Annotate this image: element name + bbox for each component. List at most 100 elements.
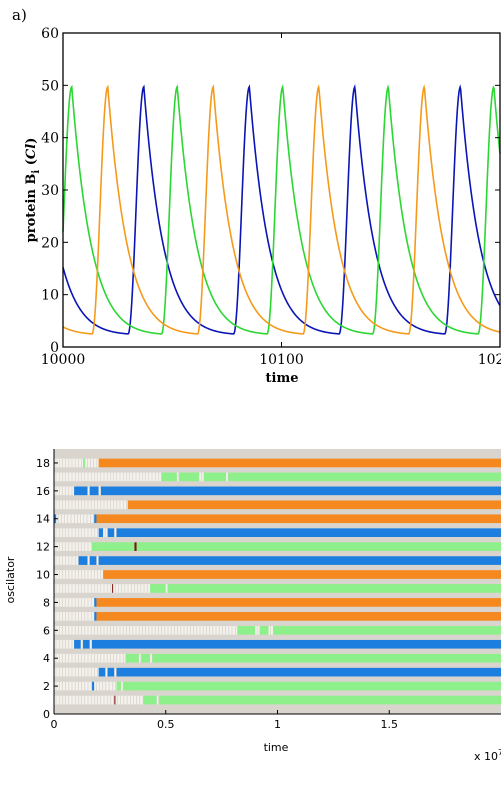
state-segment-green [237,625,256,635]
line-series-2 [62,83,501,335]
y-label-unit-close: ) [24,138,39,144]
oscillator-row-14 [54,514,501,524]
state-segment-undetermined [54,556,79,565]
state-segment-undetermined [54,639,75,649]
state-segment-orange [127,500,501,510]
state-segment-blue [100,486,501,496]
oscillator-row-10 [54,570,501,579]
x-tick-label: 10100 [259,352,304,368]
state-segment-undetermined [87,486,90,496]
state-segment-undetermined [54,500,128,510]
line-series-3 [62,83,501,335]
state-segment-blue [98,556,501,565]
state-segment-blue [91,639,501,649]
y-tick-label: 18 [36,457,50,470]
y-tick-label: 16 [36,485,50,498]
state-segment-green [83,458,86,468]
x-tick-label: 10200 [478,352,501,368]
oscillator-row-6 [54,625,501,635]
oscillator-row-12 [54,542,501,551]
x-multiplier-base: x 10 [474,750,498,763]
state-segment-undetermined [54,486,75,496]
state-segment-orange [96,612,501,621]
heatmap-rows [54,458,501,705]
state-segment-green [161,472,177,482]
y-tick-label: 50 [41,78,59,94]
line-series-1 [62,83,501,335]
y-tick-label: 12 [36,541,50,554]
state-segment-undetermined [89,639,92,649]
state-segment-blue [94,612,97,621]
y-tick-label: 10 [41,288,59,304]
state-segment-green [150,584,166,593]
state-segment-green [273,625,501,635]
y-tick-label: 10 [36,569,50,582]
state-segment-green [159,695,501,705]
state-segment-undetermined [54,584,113,593]
state-segment-blue [107,667,115,677]
y-tick-label: 4 [43,652,50,665]
state-segment-green [116,681,122,691]
x-tick-label: 0.5 [157,718,175,731]
state-segment-blue [107,528,115,538]
state-segment-undetermined [80,639,84,649]
state-segment-undetermined [54,542,92,551]
panel-label: a) [12,6,27,24]
state-segment-undetermined [85,458,99,468]
y-tick-label: 0 [43,708,50,721]
state-segment-blue [74,639,81,649]
y-tick-label: 2 [43,680,50,693]
oscillator-row-4 [54,653,501,663]
state-segment-undetermined [121,681,124,691]
state-segment-undetermined [176,472,180,482]
y-tick-label: 60 [41,26,59,42]
state-segment-undetermined [54,667,99,677]
state-segment-undetermined [54,681,92,691]
y-tick-label: 14 [36,513,50,526]
x-tick-label: 1 [274,718,281,731]
y-tick-label: 8 [43,596,50,609]
bottom-axis-ticks: 0 2 4 6 8 10 12 14 16 18 0 0.5 1 1.5 [36,449,501,731]
state-segment-undetermined [54,472,162,482]
state-segment-undetermined [115,695,144,705]
state-segment-green [123,681,501,691]
state-segment-blue [98,667,106,677]
state-segment-blue [78,556,88,565]
state-segment-blue [94,514,97,524]
state-segment-undetermined [54,612,95,621]
oscillator-row-17 [54,472,501,482]
oscillator-row-11 [54,556,501,565]
oscillator-row-3 [54,667,501,677]
oscillator-row-13 [54,528,501,538]
oscillation-line-chart: 0 10 20 30 40 50 60 10000 10100 10200 time protei… [24,26,501,386]
oscillator-row-1 [54,695,501,705]
top-axis-ticks: 0 10 20 30 40 50 60 10000 10100 10200 [41,26,501,368]
state-segment-undetermined [226,472,229,482]
oscillator-row-18 [54,458,501,468]
state-segment-marker [112,584,114,593]
oscillator-state-heatmap: 0 2 4 6 8 10 12 14 16 18 0 0.5 1 1.5 time oscilator x… [4,449,501,763]
state-segment-orange [96,514,501,524]
y-tick-label: 30 [41,183,59,199]
state-segment-green [179,472,200,482]
state-segment-green [125,653,139,663]
state-segment-undetermined [54,695,115,705]
state-segment-undetermined [114,667,117,677]
y-tick-label: 40 [41,131,59,147]
state-segment-blue [89,486,99,496]
x-tick-label: 10000 [41,352,86,368]
y-label-main: protein B [24,174,39,243]
oscillator-row-9 [54,584,501,593]
bottom-y-axis-label: oscilator [4,556,17,603]
state-segment-green [136,542,501,551]
state-segment-undetermined [165,584,168,593]
y-tick-label: 0 [50,340,59,356]
x-multiplier-exponent: 7 [498,748,501,757]
state-segment-blue [89,556,97,565]
y-label-unit: Cl [24,144,39,159]
state-segment-undetermined [56,514,95,524]
x-multiplier-label: x 107 [474,748,501,763]
state-segment-undetermined [138,653,142,663]
state-segment-blue [91,681,95,691]
y-tick-label: 20 [41,235,59,251]
